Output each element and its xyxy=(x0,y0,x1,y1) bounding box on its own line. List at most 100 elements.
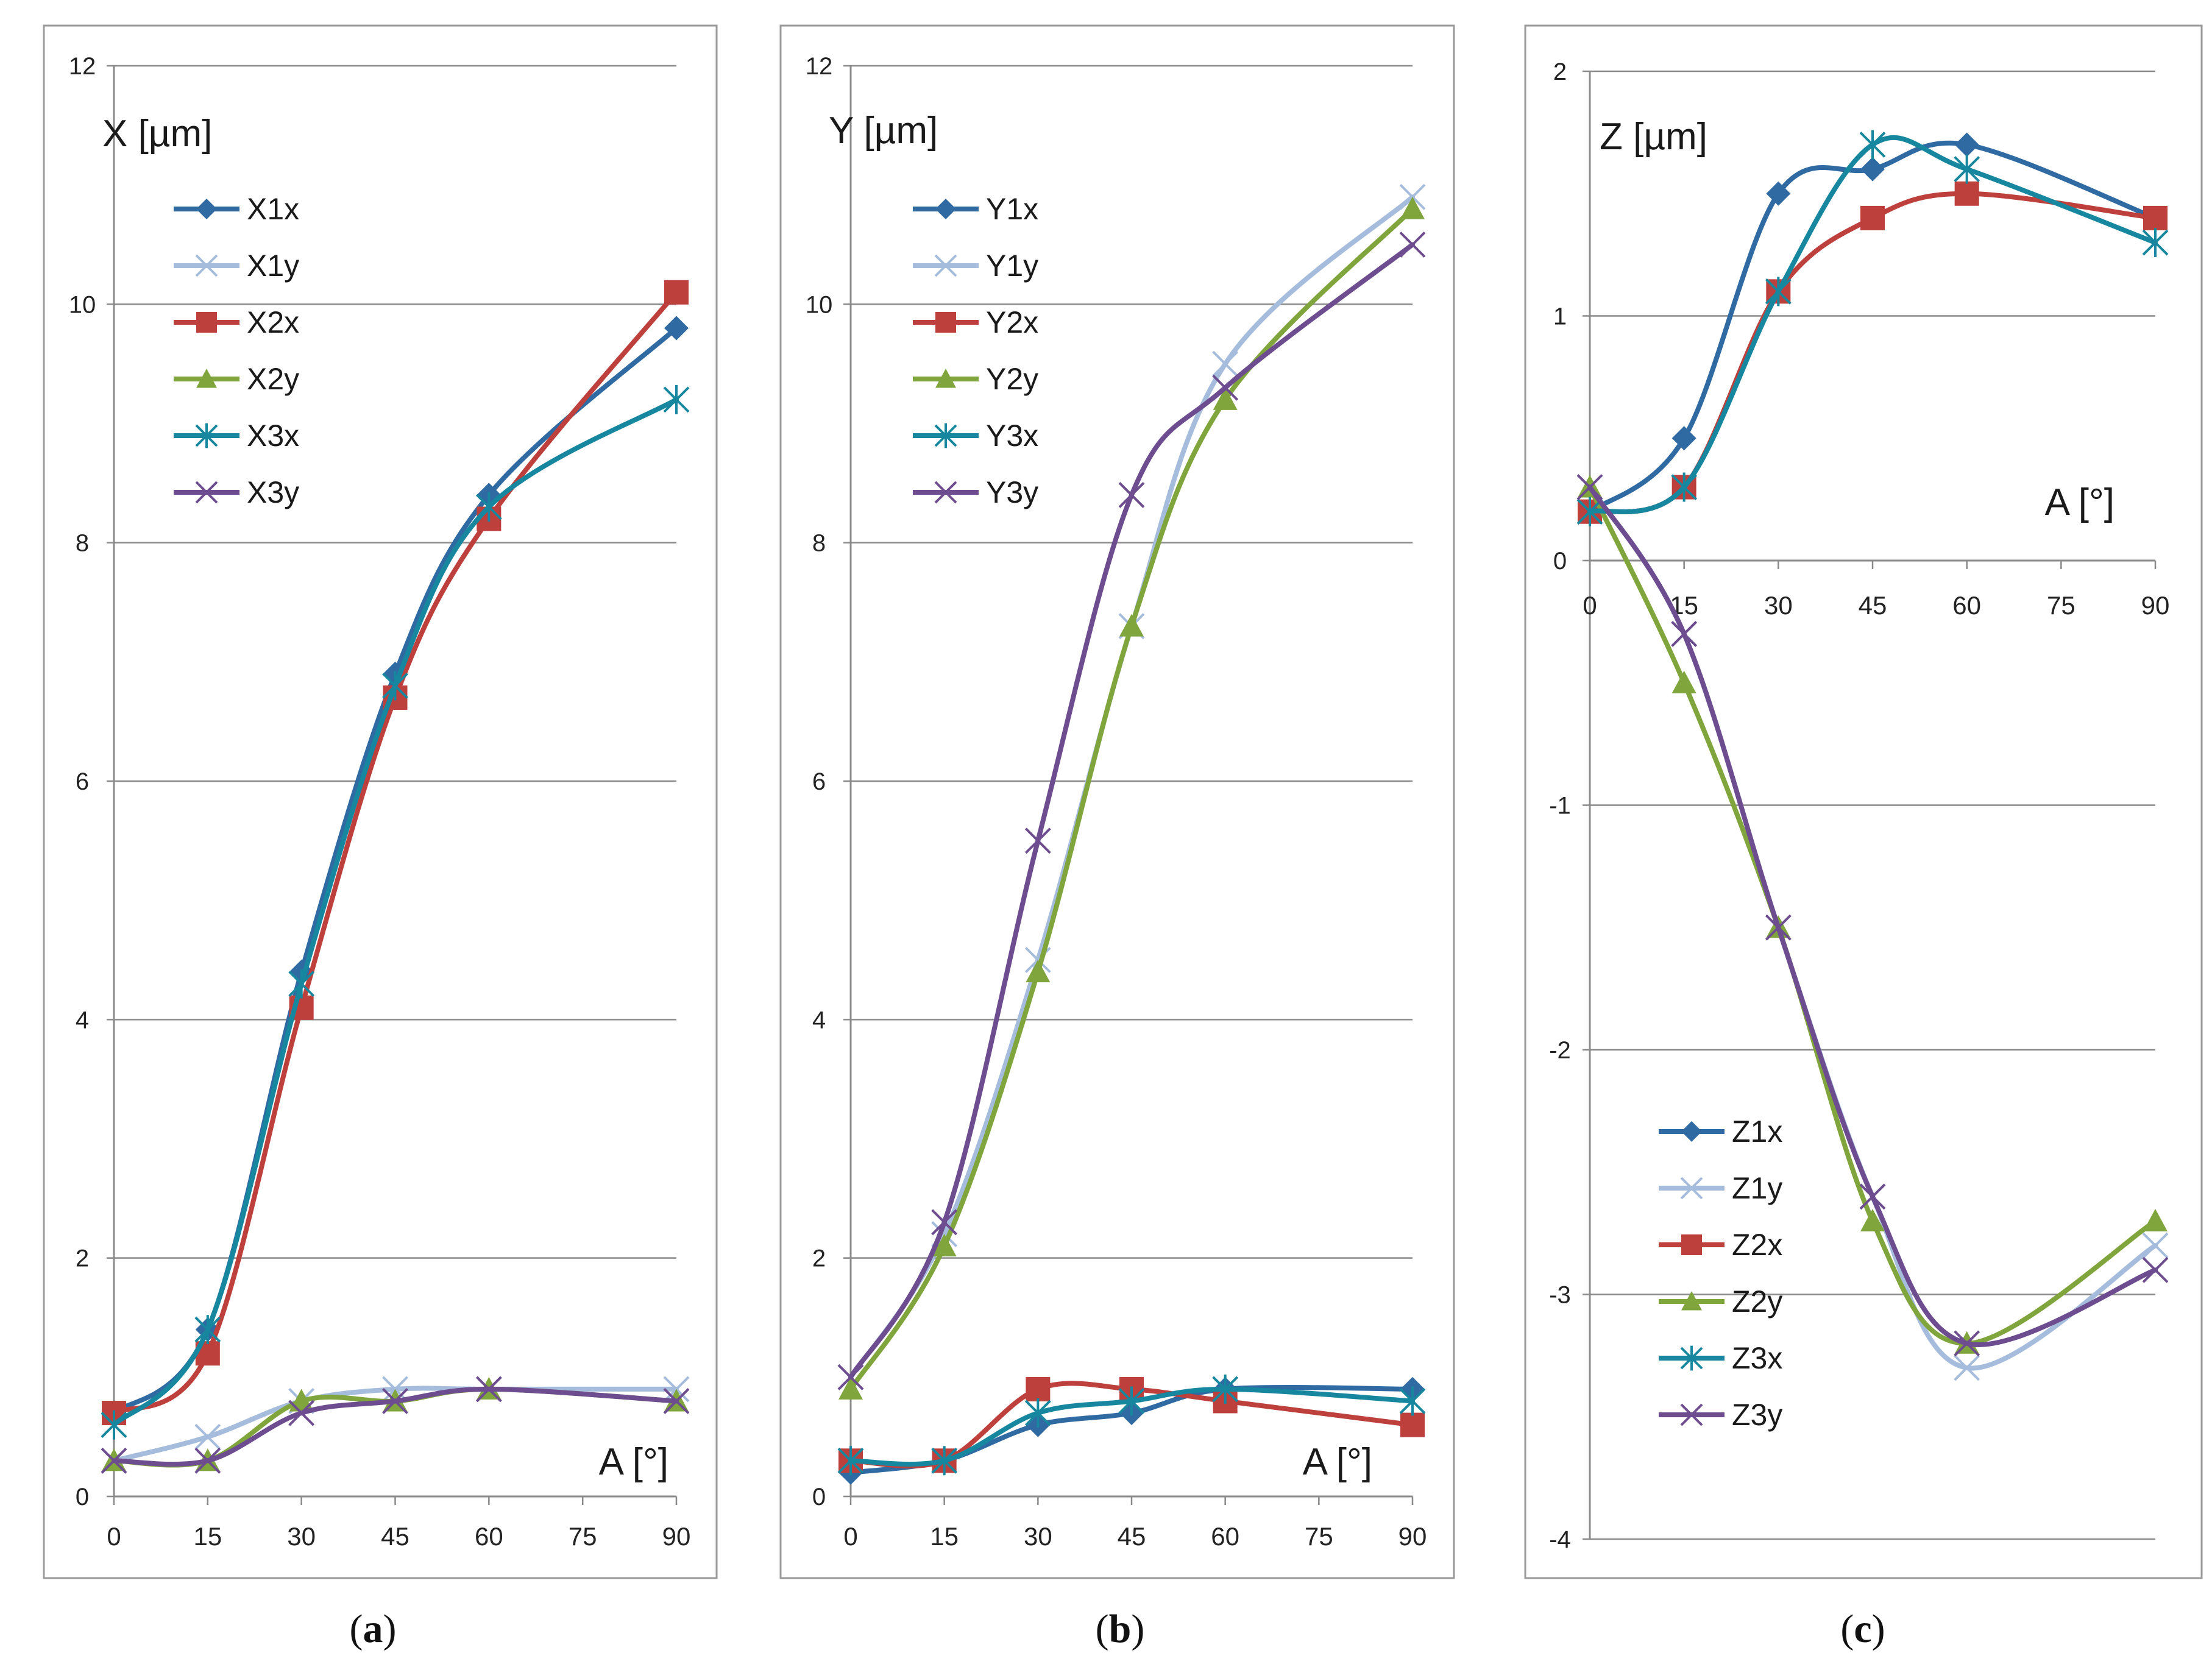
y-tick-label: 8 xyxy=(812,530,826,557)
series-X3x xyxy=(101,384,690,1440)
legend-marker xyxy=(935,369,956,388)
x-tick-label: 30 xyxy=(287,1522,316,1551)
legend-label: Z1x xyxy=(1732,1114,1782,1149)
x-tick-label: 30 xyxy=(1024,1522,1052,1551)
data-point xyxy=(1024,1398,1051,1428)
y-tick-label: -1 xyxy=(1549,793,1571,820)
caption-open: ( xyxy=(1840,1607,1854,1651)
data-point xyxy=(1954,181,1979,206)
data-point xyxy=(1212,374,1239,401)
data-point xyxy=(664,280,689,305)
data-point xyxy=(1671,472,1698,502)
legend-marker xyxy=(935,312,956,333)
y-tick-label: 1 xyxy=(1553,303,1567,330)
legend-marker xyxy=(1681,1291,1702,1311)
legend-marker xyxy=(1680,1403,1703,1426)
series-line xyxy=(848,1386,1415,1467)
y-tick-label: 6 xyxy=(812,768,826,795)
x-tick-label: 90 xyxy=(662,1522,691,1551)
caption-open: ( xyxy=(350,1607,363,1651)
y-tick-label: 4 xyxy=(812,1007,826,1033)
caption-close: ) xyxy=(1872,1607,1885,1651)
legend-marker xyxy=(196,312,217,333)
data-point xyxy=(1399,232,1426,258)
series-line xyxy=(1587,484,2158,1346)
data-point xyxy=(194,1423,221,1450)
data-point xyxy=(1860,205,1885,230)
data-point xyxy=(2143,1209,2168,1232)
data-point xyxy=(194,1315,221,1345)
data-point xyxy=(101,1447,127,1474)
data-point xyxy=(663,1388,690,1414)
data-point xyxy=(1954,132,1979,157)
legend-marker xyxy=(195,423,218,448)
data-point xyxy=(1576,497,1603,526)
data-point xyxy=(1859,1183,1886,1210)
caption-close: ) xyxy=(1131,1607,1144,1651)
legend-label: Y1y xyxy=(986,249,1038,283)
legend-label: Y1x xyxy=(986,192,1038,226)
legend-marker xyxy=(934,254,957,277)
data-point xyxy=(194,1447,221,1474)
legend-label: Y3x xyxy=(986,419,1038,453)
x-tick-label: 0 xyxy=(107,1522,121,1551)
legend-label: X3y xyxy=(247,475,299,509)
y-tick-label: -2 xyxy=(1549,1037,1571,1064)
x-tick-label: 0 xyxy=(1583,591,1597,620)
data-point xyxy=(837,1364,864,1390)
series-Z3y xyxy=(1576,474,2169,1357)
panel-caption: (c) xyxy=(1840,1607,1885,1651)
y-tick-label: 2 xyxy=(812,1245,826,1272)
data-point xyxy=(1860,1209,1885,1232)
y-tick-label: -4 xyxy=(1549,1526,1571,1553)
y-tick-label: 2 xyxy=(1553,58,1567,85)
legend: Y1x Y1y Y2x Y2y Y3x Y3y xyxy=(913,192,1038,509)
legend-marker xyxy=(1680,1345,1703,1371)
x-tick-label: 15 xyxy=(930,1522,959,1551)
data-point xyxy=(1399,1386,1426,1416)
series-X3y xyxy=(101,1376,690,1474)
data-point xyxy=(1954,1330,1980,1357)
legend-label: Z2y xyxy=(1732,1284,1782,1319)
x-tick-label: 0 xyxy=(843,1522,857,1551)
y-tick-label: 8 xyxy=(76,530,89,557)
data-point xyxy=(382,1388,408,1414)
legend-label: Y3y xyxy=(986,475,1038,509)
legend-label: Z3y xyxy=(1732,1398,1782,1432)
legend-label: X2y xyxy=(247,362,299,396)
panel-caption: (a) xyxy=(350,1607,397,1651)
data-point xyxy=(1118,481,1145,508)
x-tick-label: 60 xyxy=(1211,1522,1239,1551)
data-point xyxy=(1026,1376,1051,1401)
data-point xyxy=(1766,181,1791,206)
y-tick-label: 0 xyxy=(812,1484,826,1510)
legend-marker xyxy=(934,423,957,448)
legend-label: Z1y xyxy=(1732,1171,1782,1205)
legend-marker xyxy=(195,481,218,504)
y-tick-label: -3 xyxy=(1549,1282,1571,1309)
data-point xyxy=(101,1410,127,1440)
legend-marker xyxy=(934,481,957,504)
data-point xyxy=(2142,1256,2169,1283)
data-point xyxy=(475,1376,502,1403)
series-Y3y xyxy=(837,232,1426,1390)
data-point xyxy=(382,671,408,701)
legend-marker xyxy=(196,199,217,219)
legend-label: Z2x xyxy=(1732,1228,1782,1262)
legend-marker xyxy=(1681,1234,1702,1255)
data-point xyxy=(1860,157,1885,182)
y-axis-label: Z [µm] xyxy=(1600,116,1707,158)
x-tick-label: 90 xyxy=(1398,1522,1427,1551)
data-point xyxy=(288,1400,315,1426)
y-tick-label: 6 xyxy=(76,768,89,795)
y-tick-label: 0 xyxy=(76,1484,89,1510)
x-tick-label: 75 xyxy=(569,1522,597,1551)
caption-close: ) xyxy=(383,1607,397,1651)
x-tick-label: 60 xyxy=(1952,591,1981,620)
legend-marker xyxy=(196,369,217,388)
data-point xyxy=(475,492,502,522)
data-point xyxy=(1765,914,1792,941)
plot-frame xyxy=(43,24,718,1579)
